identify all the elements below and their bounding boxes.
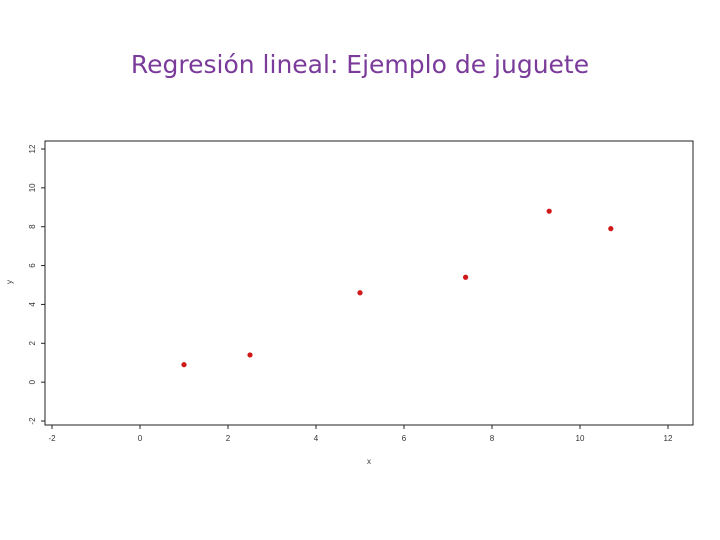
y-tick-label: 10 <box>28 183 37 192</box>
x-tick-label: 6 <box>402 434 407 443</box>
x-tick-label: 2 <box>226 434 231 443</box>
data-point <box>247 352 253 358</box>
x-axis-label: x <box>367 457 371 466</box>
y-tick-label: 8 <box>28 224 37 229</box>
data-point <box>546 208 552 214</box>
data-point <box>608 226 614 232</box>
y-tick-label: 0 <box>28 379 37 384</box>
y-tick-label: 12 <box>28 144 37 153</box>
x-tick-label: 4 <box>314 434 319 443</box>
x-tick-label: -2 <box>48 434 56 443</box>
x-tick-label: 8 <box>490 434 495 443</box>
data-point <box>357 290 363 296</box>
data-point <box>463 274 469 280</box>
y-tick-label: 6 <box>28 263 37 268</box>
y-axis-label: y <box>5 280 14 284</box>
y-tick-label: 2 <box>28 341 37 346</box>
data-points <box>181 208 614 368</box>
data-point <box>181 362 187 368</box>
y-tick-label: 4 <box>28 302 37 307</box>
x-tick-label: 10 <box>576 434 585 443</box>
y-axis: -2 0 2 4 6 8 10 12 <box>28 144 45 425</box>
slide-title: Regresión lineal: Ejemplo de juguete <box>130 50 590 79</box>
x-axis: -2 0 2 4 6 8 10 12 <box>48 425 673 443</box>
plot-frame <box>44 140 694 426</box>
x-tick-label: 0 <box>138 434 143 443</box>
y-tick-label: -2 <box>28 417 37 425</box>
x-tick-label: 12 <box>664 434 673 443</box>
